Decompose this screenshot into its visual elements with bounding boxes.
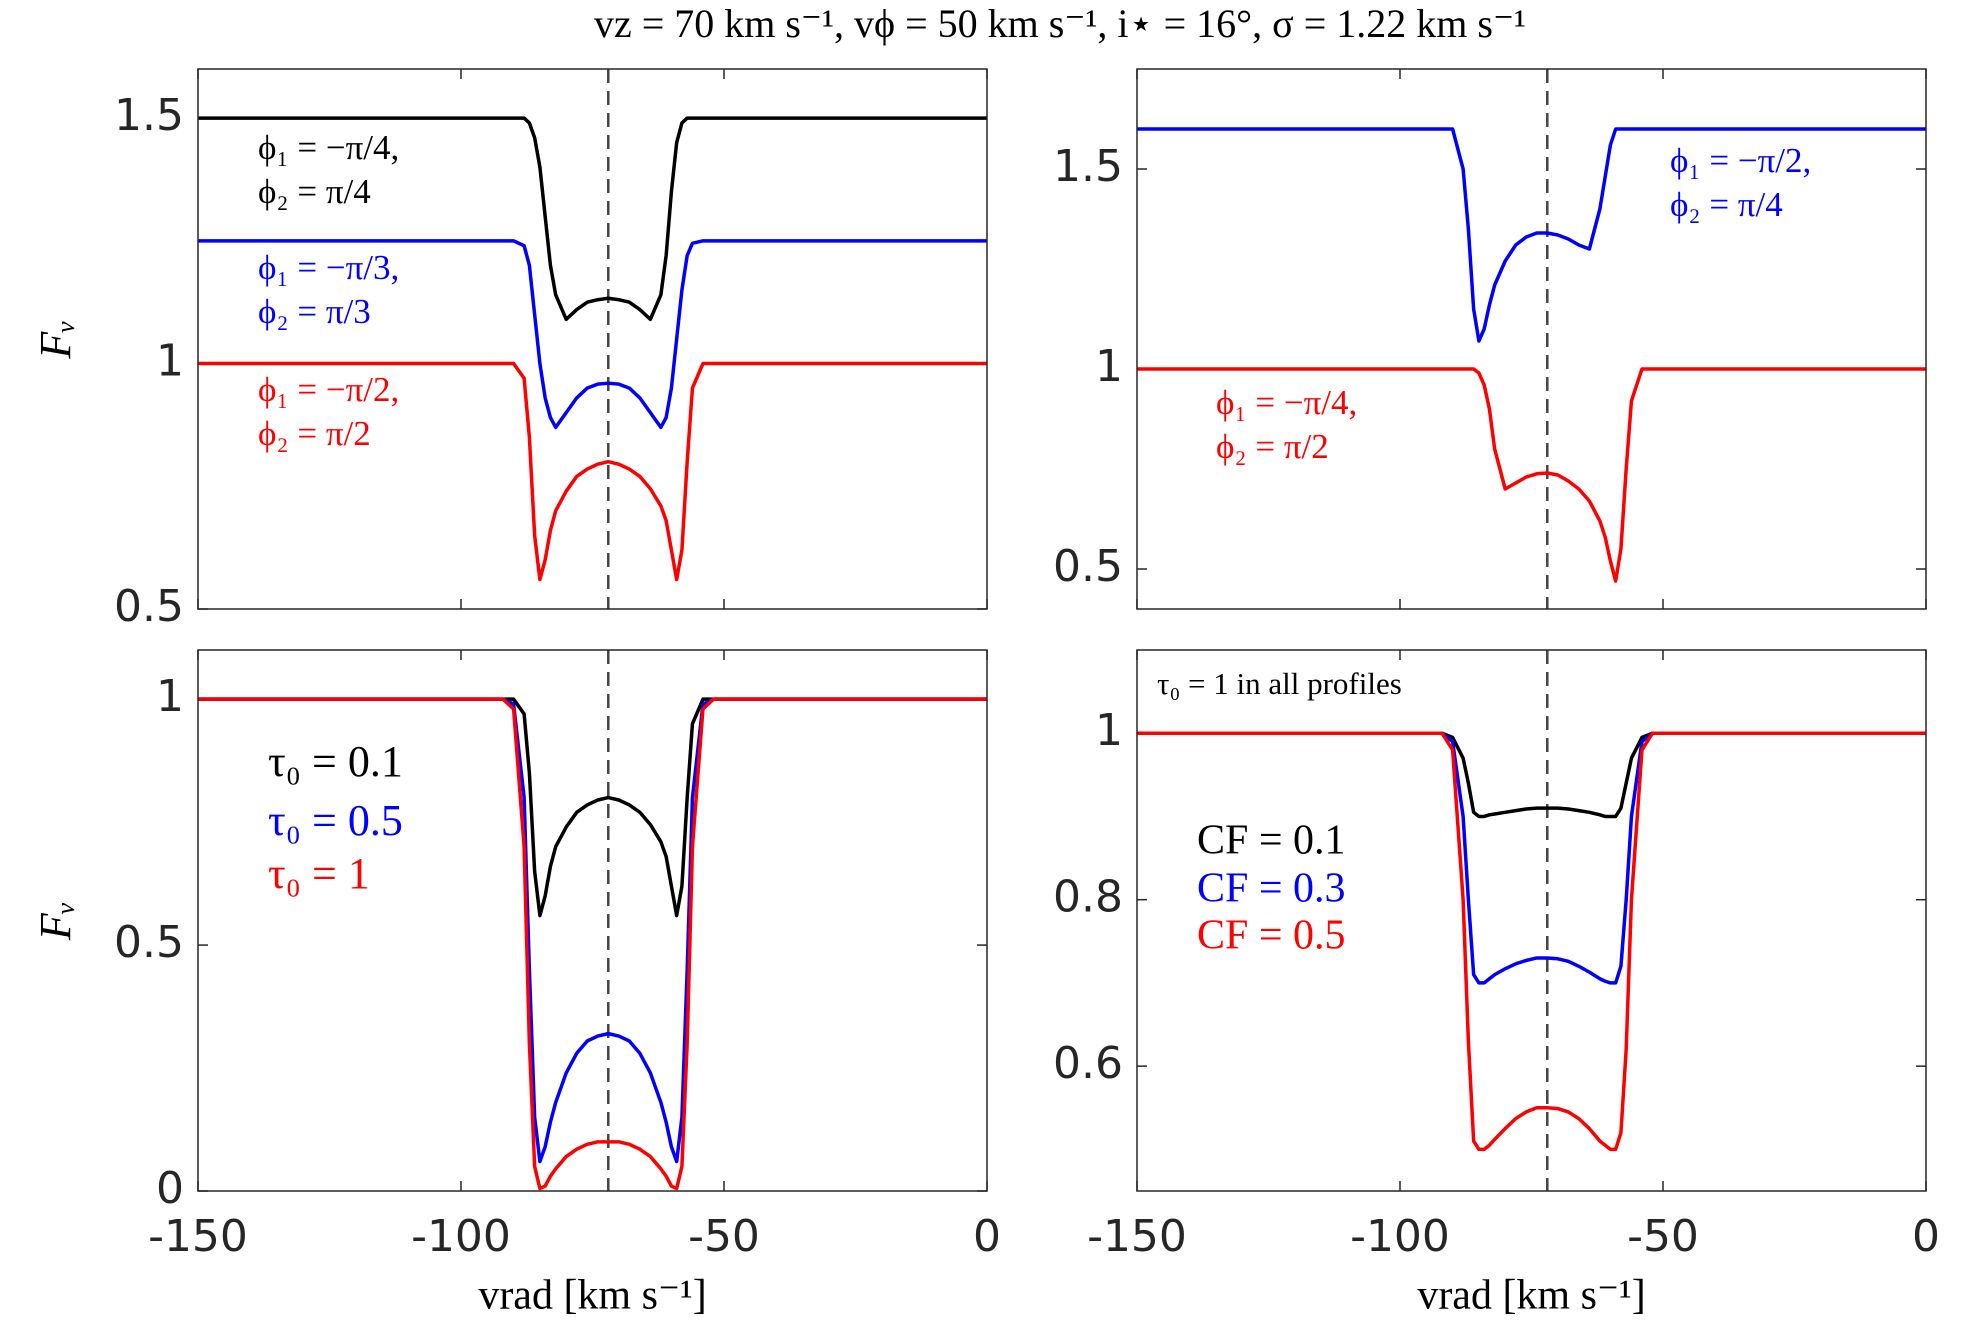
y-axis-label: Fᵥ [31,901,80,941]
x-tick-label: -50 [688,1211,760,1262]
legend-label: ϕ₁ = −π/3, [258,248,399,287]
x-tick-label: -150 [1087,1211,1187,1262]
legend-label: ϕ₂ = π/4 [258,172,371,211]
line-series [1137,367,1926,583]
x-tick-label: 0 [1912,1211,1940,1262]
y-tick-label: 1.5 [1053,141,1123,192]
line-series [198,239,987,430]
legend-label: CF = 0.5 [1197,913,1346,959]
y-tick-label: 1 [1095,705,1123,756]
x-tick-label: 0 [973,1211,1001,1262]
legend-label: ϕ₁ = −π/2, [258,370,399,409]
x-tick-label: -100 [1350,1211,1450,1262]
figure-title: vz = 70 km s⁻¹, vϕ = 50 km s⁻¹, i⋆ = 16°… [594,1,1526,46]
plot-area [198,650,987,1191]
y-tick-label: 0.5 [1053,541,1123,592]
legend-label: ϕ₁ = −π/2, [1670,141,1811,180]
plot-area [1137,650,1926,1191]
y-tick-label: 1 [156,671,184,722]
line-series [1137,127,1926,343]
y-tick-label: 1 [156,336,184,387]
axes-frame [197,649,988,1192]
legend-label: ϕ₁ = −π/4, [1216,383,1357,422]
line-series [198,697,987,1191]
legend-label: CF = 0.3 [1197,866,1346,912]
y-tick-label: 0.6 [1053,1038,1123,1089]
plot-area [1137,69,1926,609]
axes-frame [1136,68,1927,610]
legend-label: τ₀ = 1 [268,849,370,898]
legend-label: ϕ₂ = π/3 [258,292,371,331]
axes-frame [197,68,988,610]
axes-frame [1136,649,1927,1192]
annotation: τ₀ = 1 in all profiles [1157,666,1402,701]
line-series [198,697,987,918]
x-axis-label: vrad [km s⁻¹] [1417,1273,1645,1319]
line-series [1137,731,1926,1152]
legend-label: τ₀ = 0.5 [268,796,403,845]
legend-label: ϕ₂ = π/2 [258,414,371,453]
line-series [1137,731,1926,985]
y-tick-label: 0.5 [114,581,184,632]
x-tick-label: -100 [411,1211,511,1262]
line-series [198,116,987,322]
line-series [198,697,987,1164]
legend-label: ϕ₁ = −π/4, [258,128,399,167]
y-axis-label: Fᵥ [31,319,80,359]
y-tick-label: 0 [156,1163,184,1214]
y-tick-label: 0.5 [114,917,184,968]
line-series [198,361,987,582]
line-series [1137,731,1926,819]
y-tick-label: 1.5 [114,90,184,141]
plot-area [198,69,987,609]
x-axis-label: vrad [km s⁻¹] [478,1273,706,1319]
legend-label: τ₀ = 0.1 [268,737,403,786]
y-tick-label: 1 [1095,341,1123,392]
legend-label: CF = 0.1 [1197,818,1346,864]
x-tick-label: -150 [148,1211,248,1262]
legend-label: ϕ₂ = π/4 [1670,185,1783,224]
x-tick-label: -50 [1627,1211,1699,1262]
legend-label: ϕ₂ = π/2 [1216,427,1329,466]
y-tick-label: 0.8 [1053,872,1123,923]
